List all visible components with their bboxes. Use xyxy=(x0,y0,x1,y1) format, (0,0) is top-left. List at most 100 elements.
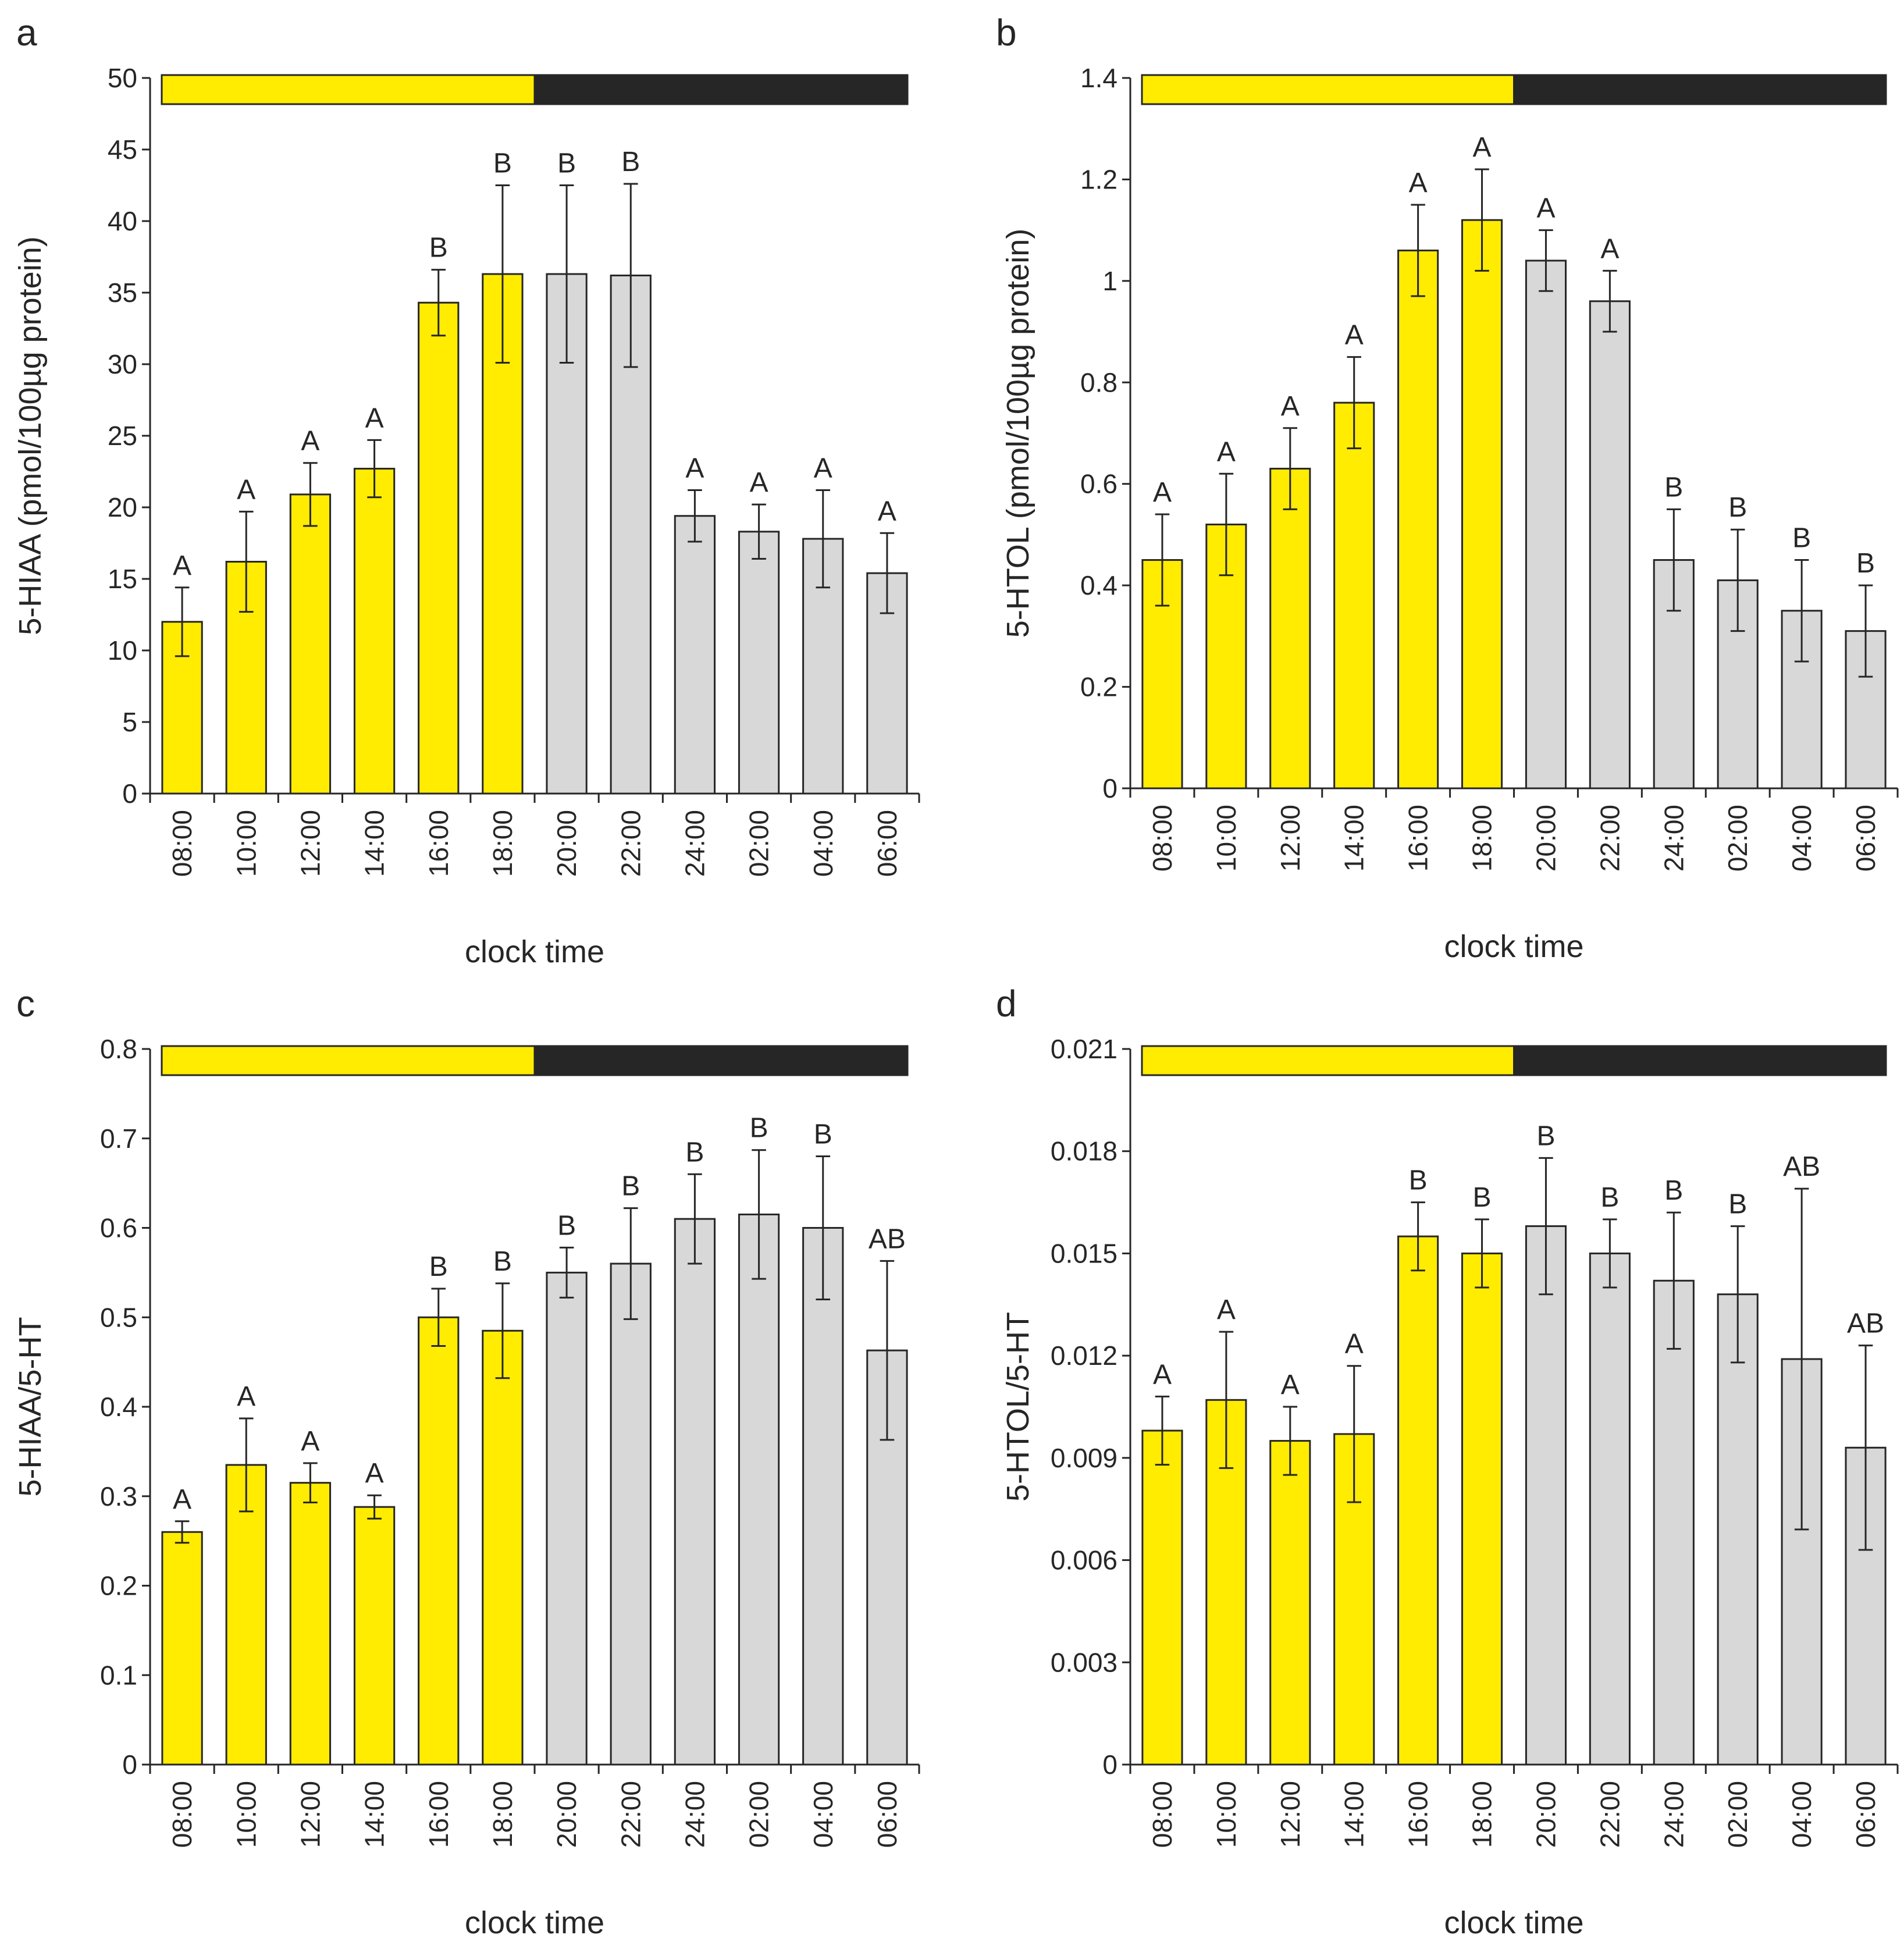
x-tick-label: 22:00 xyxy=(1595,1781,1625,1848)
y-axis-title: 5-HTOL/5-HT xyxy=(1001,1312,1035,1502)
significance-label: B xyxy=(1664,472,1683,503)
x-tick-label: 10:00 xyxy=(231,810,261,877)
significance-label: A xyxy=(237,1381,255,1412)
significance-label: A xyxy=(301,1426,319,1457)
significance-label: A xyxy=(1409,168,1428,198)
significance-label: B xyxy=(493,1246,512,1277)
x-tick-label: 22:00 xyxy=(615,1781,646,1848)
y-tick-label: 5 xyxy=(122,707,137,737)
dark-phase-bar xyxy=(533,74,909,105)
y-tick-label: 0.7 xyxy=(100,1123,137,1154)
y-tick-label: 15 xyxy=(108,564,137,594)
light-phase-bar xyxy=(161,1045,536,1076)
significance-label: A xyxy=(1345,320,1364,351)
x-tick-label: 02:00 xyxy=(744,1781,774,1848)
significance-label: B xyxy=(621,1171,640,1202)
significance-label: B xyxy=(1536,1121,1555,1151)
significance-label: A xyxy=(1600,233,1619,264)
x-tick-label: 10:00 xyxy=(1211,805,1241,872)
bar-0800 xyxy=(1141,1429,1183,1766)
significance-label: A xyxy=(1217,436,1236,467)
y-axis-title: 5-HIAA (pmol/100µg protein) xyxy=(13,236,48,635)
panel-letter: b xyxy=(996,12,1017,54)
x-tick-label: 20:00 xyxy=(551,1781,582,1848)
x-tick-label: 12:00 xyxy=(295,1781,325,1848)
x-tick-label: 16:00 xyxy=(1403,1781,1433,1848)
significance-label: AB xyxy=(869,1224,906,1254)
y-tick-label: 0.021 xyxy=(1051,1034,1118,1064)
x-axis-title: clock time xyxy=(1444,1905,1583,1940)
significance-label: B xyxy=(1728,492,1747,523)
y-tick-label: 0.6 xyxy=(100,1213,137,1243)
x-tick-label: 18:00 xyxy=(1467,1781,1497,1848)
light-phase-bar xyxy=(161,74,536,105)
x-tick-label: 16:00 xyxy=(1403,805,1433,872)
bar-2200 xyxy=(610,1262,652,1766)
significance-label: B xyxy=(557,1210,576,1241)
x-tick-label: 04:00 xyxy=(808,1781,838,1848)
x-tick-label: 20:00 xyxy=(1531,1781,1561,1848)
significance-label: AB xyxy=(1847,1308,1884,1339)
bar-1400 xyxy=(353,1506,396,1766)
x-tick-label: 08:00 xyxy=(167,810,197,877)
y-tick-label: 0.009 xyxy=(1051,1443,1118,1473)
bar-0200 xyxy=(738,1213,780,1766)
bar-2000 xyxy=(546,1271,588,1766)
y-axis-title: 5-HIAA/5-HT xyxy=(13,1317,48,1496)
significance-label: A xyxy=(1473,132,1492,163)
x-tick-label: 02:00 xyxy=(1723,1781,1753,1848)
significance-label: A xyxy=(814,453,832,483)
chart-panel-b: b 0 0.2 0.4 0.6 0.8 1 1.2 1.4 5-HTOL (pmol/100µg … xyxy=(996,12,1899,964)
bar-1800 xyxy=(1461,1252,1503,1766)
light-phase-bar xyxy=(1141,74,1515,105)
bar-0400 xyxy=(802,1227,844,1766)
bar-1600 xyxy=(418,301,460,795)
y-tick-label: 0 xyxy=(122,778,137,809)
significance-label: B xyxy=(1728,1189,1747,1220)
x-tick-label: 06:00 xyxy=(1850,1781,1881,1848)
y-axis-title: 5-HTOL (pmol/100µg protein) xyxy=(1001,229,1035,638)
bar-0200 xyxy=(738,531,780,795)
y-tick-label: 1.2 xyxy=(1080,164,1118,194)
bar-1600 xyxy=(1397,250,1439,789)
y-tick-label: 0 xyxy=(1102,1749,1118,1780)
significance-label: A xyxy=(1536,193,1555,224)
x-tick-label: 24:00 xyxy=(679,1781,710,1848)
significance-label: A xyxy=(365,1458,384,1489)
y-tick-label: 50 xyxy=(108,63,137,93)
y-tick-label: 0.003 xyxy=(1051,1647,1118,1677)
significance-label: B xyxy=(557,148,576,179)
x-tick-label: 14:00 xyxy=(360,1781,390,1848)
x-tick-label: 12:00 xyxy=(1275,1781,1305,1848)
significance-label: A xyxy=(750,467,768,498)
significance-label: B xyxy=(1473,1182,1492,1213)
x-tick-label: 04:00 xyxy=(1786,805,1817,872)
bar-1400 xyxy=(353,468,396,795)
y-tick-label: 20 xyxy=(108,492,137,522)
chart-panel-c: c 0 0.1 0.2 0.3 0.4 0.5 0.6 0.7 0.8 5-HIAA/5-HT A 08… xyxy=(13,983,920,1940)
y-tick-label: 0.012 xyxy=(1051,1340,1118,1371)
x-tick-label: 18:00 xyxy=(487,1781,518,1848)
x-tick-label: 22:00 xyxy=(1595,805,1625,872)
x-tick-label: 14:00 xyxy=(360,810,390,877)
x-tick-label: 08:00 xyxy=(167,1781,197,1848)
bar-1600 xyxy=(418,1316,460,1766)
bar-0800 xyxy=(161,1531,203,1766)
light-phase-bar xyxy=(1141,1045,1515,1076)
chart-panel-d: d 0 0.003 0.006 0.009 0.012 0.015 0.018 0.021 5-H… xyxy=(996,983,1899,1940)
bar-1200 xyxy=(1269,1440,1311,1766)
significance-label: B xyxy=(621,147,640,177)
y-tick-label: 0.015 xyxy=(1051,1238,1118,1268)
significance-label: B xyxy=(1664,1175,1683,1206)
x-tick-label: 02:00 xyxy=(744,810,774,877)
dark-phase-bar xyxy=(533,1045,909,1076)
x-tick-label: 18:00 xyxy=(1467,805,1497,872)
dark-phase-bar xyxy=(1513,1045,1887,1076)
bar-2200 xyxy=(1589,1252,1631,1766)
significance-label: A xyxy=(1281,391,1300,422)
significance-label: B xyxy=(429,233,448,264)
x-tick-label: 14:00 xyxy=(1339,1781,1369,1848)
significance-label: A xyxy=(173,1484,191,1515)
significance-label: A xyxy=(1217,1294,1236,1325)
